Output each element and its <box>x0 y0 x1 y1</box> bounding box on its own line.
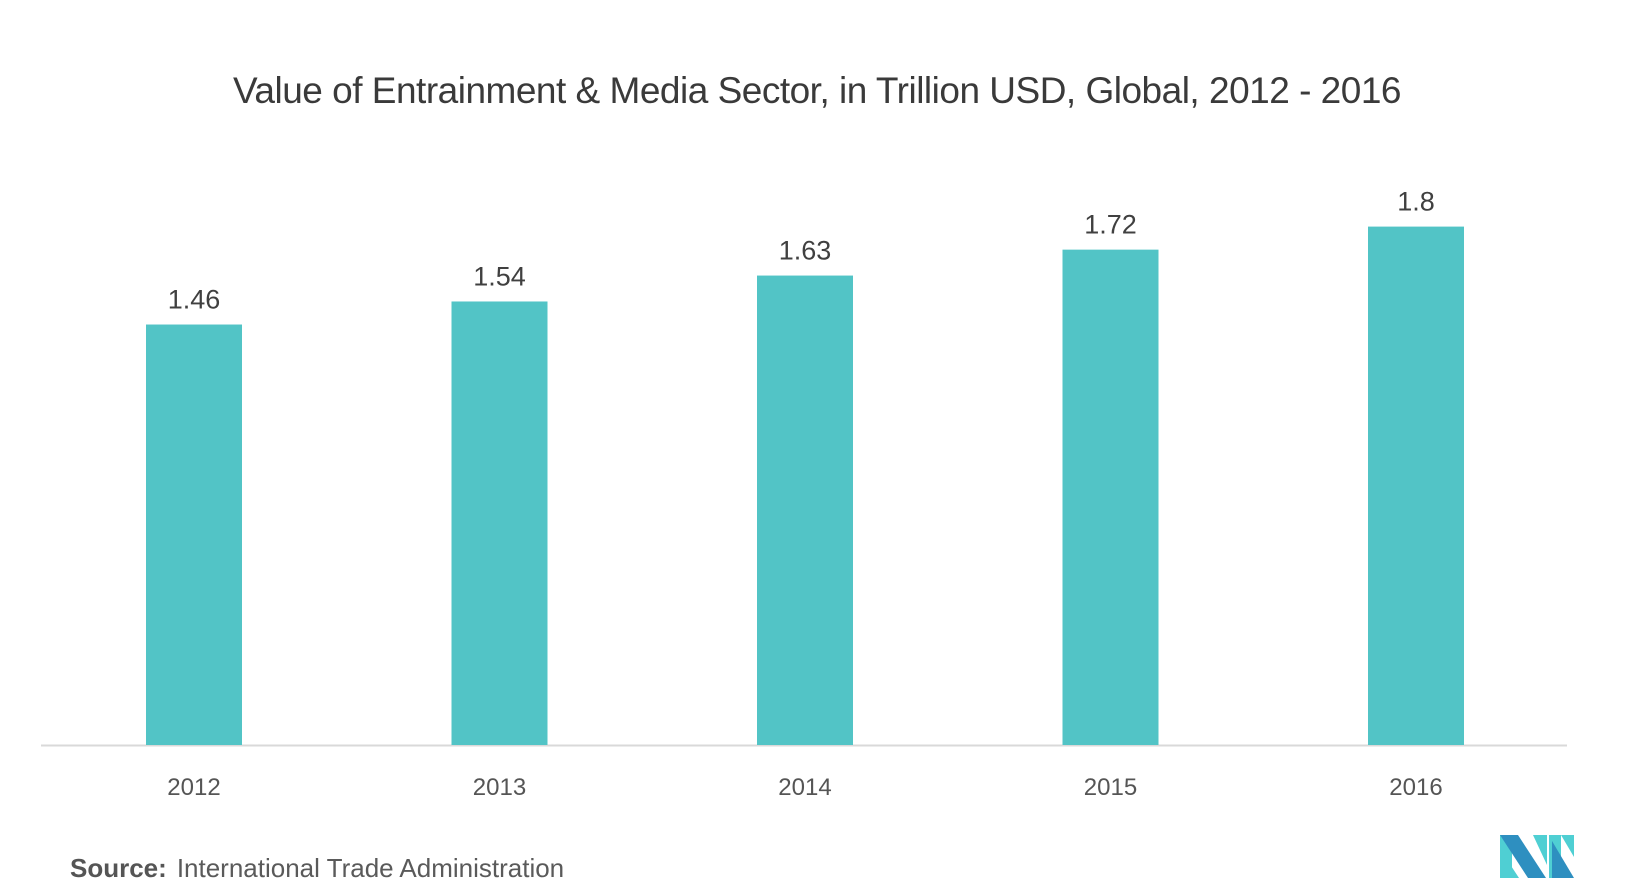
data-label-2016: 1.8 <box>1397 187 1435 217</box>
source-label: Source: <box>70 853 167 883</box>
bar-2014 <box>757 275 853 745</box>
chart-title: Value of Entrainment & Media Sector, in … <box>232 70 1402 111</box>
data-label-2013: 1.54 <box>473 261 526 291</box>
x-tick-label-2015: 2015 <box>1084 774 1137 801</box>
bar-2012 <box>146 324 242 745</box>
bar-2013 <box>451 301 548 745</box>
source-text: International Trade Administration <box>176 853 565 883</box>
data-label-2015: 1.72 <box>1084 210 1137 240</box>
bar-2016 <box>1368 226 1464 746</box>
x-tick-label-2013: 2013 <box>473 774 526 801</box>
data-label-2014: 1.63 <box>779 236 832 266</box>
data-label-2012: 1.46 <box>168 285 221 315</box>
x-tick-label-2012: 2012 <box>167 774 220 801</box>
x-tick-label-2016: 2016 <box>1389 774 1442 801</box>
bar-2015 <box>1062 249 1159 745</box>
source-note: Source: International Trade Administratio… <box>70 853 564 884</box>
x-tick-label-2014: 2014 <box>778 774 831 801</box>
mordor-intelligence-logo-icon <box>1500 835 1574 878</box>
